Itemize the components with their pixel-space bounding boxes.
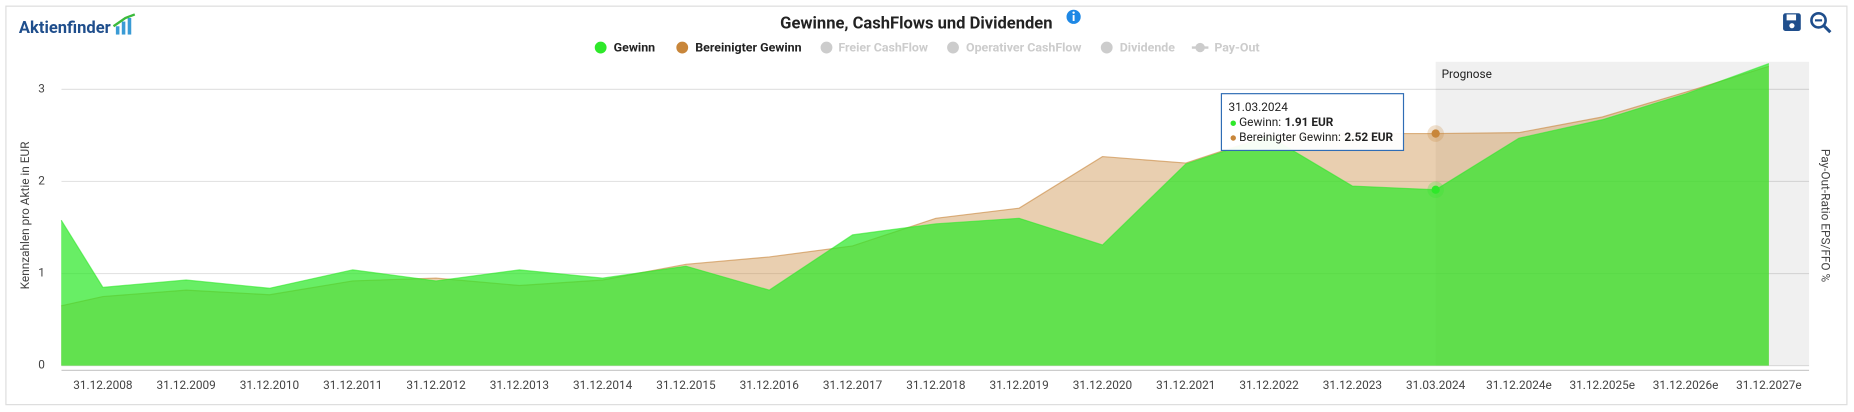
y-axis-label: Kennzahlen pro Aktie in EUR <box>18 141 32 289</box>
x-tick-label: 31.12.2008 <box>73 378 132 392</box>
x-tick-label: 31.12.2022 <box>1239 378 1299 392</box>
tooltip-label: Gewinn: <box>1239 115 1281 129</box>
x-tick-label: 31.12.2010 <box>240 378 299 392</box>
chart-title: Gewinne, CashFlows und Dividenden <box>780 14 1052 33</box>
x-tick-label: 31.12.2027e <box>1736 378 1802 392</box>
legend-label: Freier CashFlow <box>838 40 928 55</box>
x-tick-label: 31.12.2013 <box>490 378 549 392</box>
legend-marker <box>947 41 959 54</box>
x-tick-label: 31.12.2016 <box>740 378 800 392</box>
x-tick-label: 31.12.2021 <box>1156 378 1215 392</box>
legend-marker <box>1100 41 1113 54</box>
legend-marker <box>1195 42 1205 53</box>
tooltip-row: Gewinn: 1.91 EUR <box>1239 115 1334 129</box>
tooltip-value: 2.52 EUR <box>1344 130 1393 144</box>
x-tick-label: 31.12.2020 <box>1073 378 1132 392</box>
x-tick-label: 31.03.2024 <box>1406 378 1466 392</box>
y2-axis-label: Pay-Out-Ratio EPS/FFO % <box>1818 149 1832 283</box>
x-tick-label: 31.12.2009 <box>156 378 215 392</box>
logo: Aktienfinder <box>19 19 111 38</box>
x-tick-label: 31.12.2012 <box>406 378 466 392</box>
y-tick-label: 1 <box>38 266 45 280</box>
x-tick-label: 31.12.2017 <box>823 378 883 392</box>
area-line <box>60 63 1770 291</box>
x-tick-label: 31.12.2026e <box>1653 378 1719 392</box>
x-tick-label: 31.12.2011 <box>323 378 382 392</box>
tooltip-label: Bereinigter Gewinn: <box>1239 130 1341 144</box>
tooltip-row: Bereinigter Gewinn: 2.52 EUR <box>1239 130 1393 144</box>
x-tick-label: 31.12.2018 <box>906 378 965 392</box>
x-tick-label: 31.12.2025e <box>1569 378 1635 392</box>
hover-marker <box>1431 129 1440 138</box>
legend-marker <box>820 41 833 54</box>
legend-label: Pay-Out <box>1214 40 1259 55</box>
hover-marker <box>1431 185 1440 194</box>
legend-label: Dividende <box>1120 40 1176 55</box>
area <box>61 63 1769 366</box>
tooltip-value: 1.91 EUR <box>1285 115 1334 129</box>
info-icon[interactable] <box>1066 9 1081 24</box>
y-tick-label: 2 <box>38 174 45 188</box>
legend-marker <box>594 41 607 54</box>
forecast-label: Prognose <box>1442 67 1492 81</box>
zoom-icon[interactable] <box>1810 11 1832 34</box>
x-tick-label: 31.12.2023 <box>1323 378 1382 392</box>
legend-label: Bereinigter Gewinn <box>695 40 801 55</box>
legend-label: Gewinn <box>614 40 656 55</box>
x-tick-label: 31.12.2019 <box>989 378 1048 392</box>
legend-marker <box>676 41 689 54</box>
tooltip-box <box>1220 93 1405 152</box>
tooltip-dot <box>1230 120 1236 126</box>
logo-icon <box>112 13 136 35</box>
x-tick-label: 31.12.2024e <box>1486 378 1552 392</box>
y-tick-label: 3 <box>38 81 45 95</box>
x-tick-label: 31.12.2014 <box>573 378 633 392</box>
x-tick-label: 31.12.2015 <box>656 378 716 392</box>
save-icon[interactable] <box>1783 13 1801 32</box>
tooltip-title: 31.03.2024 <box>1229 100 1289 114</box>
y-tick-label: 0 <box>38 358 45 372</box>
legend-label: Operativer CashFlow <box>966 40 1082 55</box>
tooltip-dot <box>1230 135 1236 141</box>
